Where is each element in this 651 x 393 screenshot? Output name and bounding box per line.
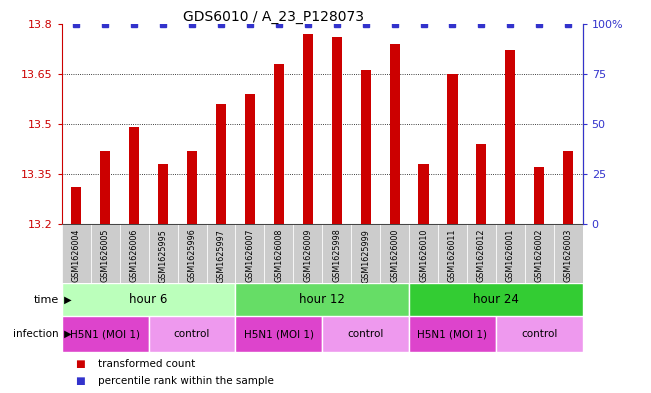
Text: GSM1625998: GSM1625998	[332, 229, 341, 283]
Text: control: control	[174, 329, 210, 339]
Bar	[563, 151, 574, 224]
Text: H5N1 (MOI 1): H5N1 (MOI 1)	[70, 329, 140, 339]
Text: control: control	[348, 329, 384, 339]
Text: GSM1625997: GSM1625997	[217, 229, 225, 283]
Bar	[245, 94, 255, 224]
Bar	[264, 224, 294, 283]
Bar	[100, 151, 110, 224]
Text: GSM1626011: GSM1626011	[448, 229, 457, 282]
Text: GSM1626000: GSM1626000	[390, 229, 399, 282]
Bar	[90, 224, 120, 283]
Bar	[294, 224, 322, 283]
Bar	[158, 164, 168, 224]
Bar	[467, 224, 496, 283]
Bar	[496, 316, 583, 352]
Bar	[409, 316, 496, 352]
Text: GSM1626006: GSM1626006	[130, 229, 139, 282]
Text: GSM1626010: GSM1626010	[419, 229, 428, 282]
Text: H5N1 (MOI 1): H5N1 (MOI 1)	[244, 329, 314, 339]
Text: GSM1626004: GSM1626004	[72, 229, 81, 282]
Text: hour 24: hour 24	[473, 293, 519, 306]
Bar	[505, 50, 516, 224]
Text: control: control	[521, 329, 557, 339]
Bar	[361, 70, 370, 224]
Bar	[438, 224, 467, 283]
Bar	[62, 316, 148, 352]
Text: percentile rank within the sample: percentile rank within the sample	[98, 376, 273, 386]
Bar	[389, 44, 400, 224]
Text: H5N1 (MOI 1): H5N1 (MOI 1)	[417, 329, 488, 339]
Bar	[187, 151, 197, 224]
Bar	[216, 104, 226, 224]
Text: GSM1626002: GSM1626002	[534, 229, 544, 282]
Text: ▶: ▶	[61, 295, 72, 305]
Bar	[322, 316, 409, 352]
Text: GSM1626005: GSM1626005	[101, 229, 110, 282]
Text: time: time	[33, 295, 59, 305]
Bar	[62, 224, 90, 283]
Text: ■: ■	[75, 376, 85, 386]
Bar	[351, 224, 380, 283]
Text: GSM1625999: GSM1625999	[361, 229, 370, 283]
Bar	[71, 187, 81, 224]
Bar	[274, 64, 284, 224]
Text: ▶: ▶	[61, 329, 72, 339]
Text: GSM1626003: GSM1626003	[564, 229, 573, 282]
Text: ■: ■	[75, 358, 85, 369]
Bar	[322, 224, 351, 283]
Bar	[303, 34, 313, 224]
Bar	[419, 164, 428, 224]
Text: GDS6010 / A_23_P128073: GDS6010 / A_23_P128073	[183, 10, 364, 24]
Bar	[525, 224, 554, 283]
Bar	[178, 224, 206, 283]
Bar	[534, 167, 544, 224]
Bar	[409, 283, 583, 316]
Bar	[206, 224, 236, 283]
Bar	[496, 224, 525, 283]
Bar	[236, 283, 409, 316]
Bar	[62, 283, 236, 316]
Text: GSM1626012: GSM1626012	[477, 229, 486, 282]
Bar	[148, 224, 178, 283]
Bar	[380, 224, 409, 283]
Bar	[129, 127, 139, 224]
Text: GSM1625995: GSM1625995	[159, 229, 167, 283]
Bar	[148, 316, 236, 352]
Bar	[120, 224, 148, 283]
Bar	[447, 74, 458, 224]
Bar	[554, 224, 583, 283]
Text: GSM1626007: GSM1626007	[245, 229, 255, 282]
Text: GSM1625996: GSM1625996	[187, 229, 197, 283]
Bar	[477, 144, 486, 224]
Text: infection: infection	[13, 329, 59, 339]
Text: hour 12: hour 12	[299, 293, 345, 306]
Text: GSM1626001: GSM1626001	[506, 229, 515, 282]
Bar	[409, 224, 438, 283]
Text: GSM1626008: GSM1626008	[274, 229, 283, 282]
Text: transformed count: transformed count	[98, 358, 195, 369]
Bar	[236, 224, 264, 283]
Text: hour 6: hour 6	[130, 293, 168, 306]
Bar	[331, 37, 342, 224]
Text: GSM1626009: GSM1626009	[303, 229, 312, 282]
Bar	[236, 316, 322, 352]
